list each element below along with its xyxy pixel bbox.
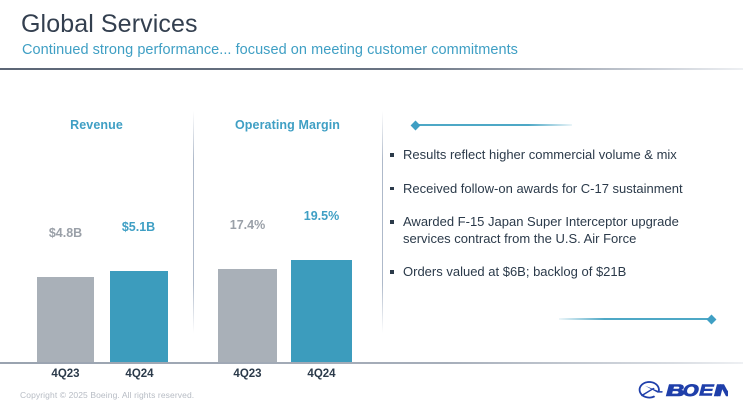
- boeing-logo: [638, 381, 728, 399]
- bullet-dot-icon: [390, 153, 403, 157]
- chart-revenue-title: Revenue: [70, 118, 123, 132]
- list-item: Received follow-on awards for C-17 susta…: [382, 181, 743, 198]
- axis-label-revenue-4Q24: 4Q24: [125, 368, 154, 380]
- chart-revenue-plot: $4.8B $5.1B: [0, 69, 193, 362]
- bar-label-revenue-4Q23: $4.8B: [48, 226, 83, 240]
- list-item: Results reflect higher commercial volume…: [382, 147, 743, 164]
- highlights-list: Results reflect higher commercial volume…: [382, 147, 743, 298]
- panel-divider-left: [193, 111, 194, 333]
- chart-operating-margin-title: Operating Margin: [234, 118, 341, 132]
- list-item: Orders valued at $6B; backlog of $21B: [382, 264, 743, 281]
- bar-margin-4Q24: [291, 260, 352, 362]
- axis-label-margin-4Q23: 4Q23: [233, 368, 262, 380]
- bar-margin-4Q23: [218, 269, 277, 362]
- bar-label-revenue-4Q24: $5.1B: [121, 220, 156, 234]
- highlights-panel: Results reflect higher commercial volume…: [382, 69, 743, 362]
- slide-body: Revenue $4.8B $5.1B 4Q23 4Q24 Operating …: [0, 69, 743, 380]
- list-item: Awarded F-15 Japan Super Interceptor upg…: [382, 214, 743, 247]
- page-subtitle: Continued strong performance... focused …: [22, 42, 518, 58]
- diamond-icon-top: [410, 120, 421, 130]
- bar-label-margin-4Q23: 17.4%: [229, 218, 266, 232]
- panel-divider-right: [382, 111, 383, 333]
- chart-operating-margin-plot: 17.4% 19.5%: [193, 69, 382, 362]
- accent-rule-bottom: [559, 318, 711, 320]
- copyright-text: Copyright © 2025 Boeing. All rights rese…: [20, 390, 195, 400]
- slide-header: Global Services Continued strong perform…: [0, 0, 743, 70]
- bar-revenue-4Q24: [110, 271, 168, 362]
- bar-label-margin-4Q24: 19.5%: [303, 209, 340, 223]
- list-item-text: Awarded F-15 Japan Super Interceptor upg…: [403, 214, 679, 246]
- page-title: Global Services: [21, 10, 198, 38]
- bullet-dot-icon: [390, 270, 403, 274]
- bullet-dot-icon: [390, 186, 403, 190]
- accent-line-top: [410, 119, 600, 130]
- footer-divider: [0, 362, 743, 364]
- axis-label-revenue-4Q23: 4Q23: [51, 368, 80, 380]
- bar-revenue-4Q23: [37, 277, 94, 362]
- list-item-text: Orders valued at $6B; backlog of $21B: [403, 264, 627, 279]
- chart-operating-margin: Operating Margin 17.4% 19.5% 4Q23 4Q24: [193, 69, 382, 380]
- chart-revenue: Revenue $4.8B $5.1B 4Q23 4Q24: [0, 69, 193, 380]
- accent-line-bottom: [557, 313, 743, 324]
- axis-label-margin-4Q24: 4Q24: [307, 368, 336, 380]
- bullet-dot-icon: [390, 220, 403, 224]
- accent-rule-top: [416, 124, 572, 126]
- diamond-icon-bottom: [706, 314, 717, 324]
- header-divider: [0, 68, 743, 70]
- slide-footer: Copyright © 2025 Boeing. All rights rese…: [0, 362, 743, 411]
- list-item-text: Received follow-on awards for C-17 susta…: [403, 180, 683, 196]
- list-item-text: Results reflect higher commercial volume…: [403, 147, 677, 162]
